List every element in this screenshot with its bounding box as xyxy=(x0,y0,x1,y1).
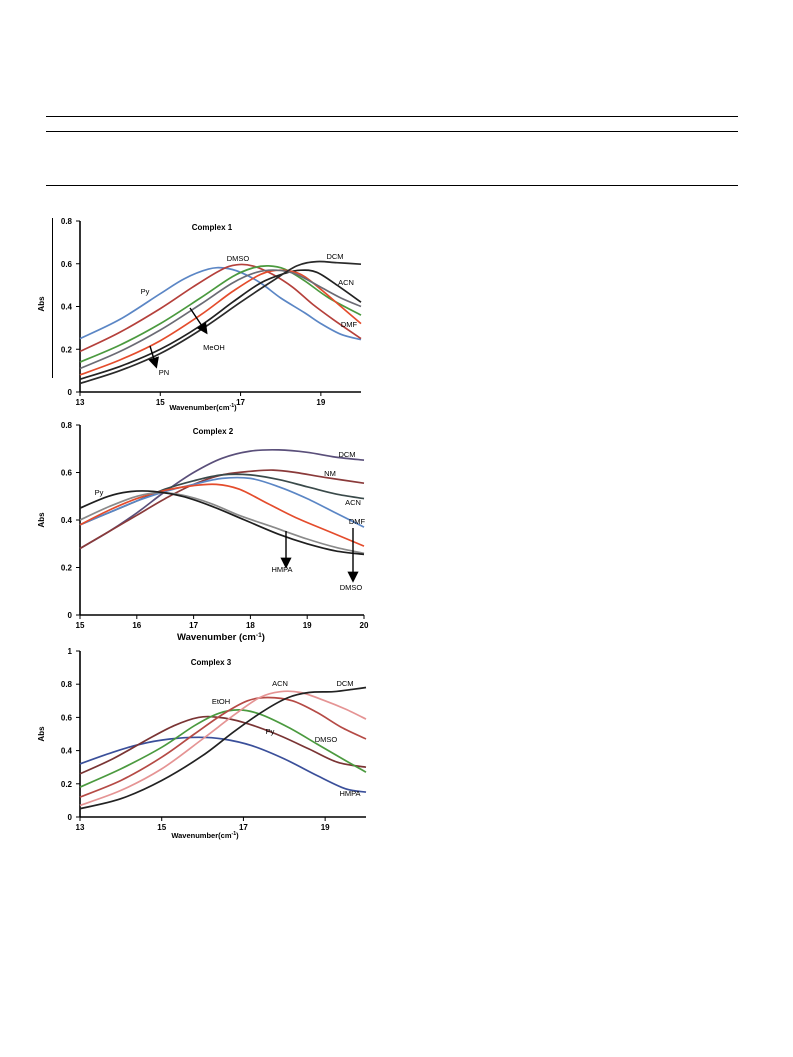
x-tick-label: 20 xyxy=(360,621,369,630)
annotation-acn: ACN xyxy=(345,498,361,507)
y-tick-label: 0.2 xyxy=(61,564,73,573)
x-tick-label: 15 xyxy=(156,398,165,407)
annotation-py: Py xyxy=(95,488,104,497)
y-tick-label: 0 xyxy=(68,813,73,822)
annotation-py: Py xyxy=(141,287,150,296)
annotation-pn: PN xyxy=(159,368,169,377)
annotation-hmpa: HMPA xyxy=(339,789,360,798)
y-axis-label: Abs xyxy=(37,296,46,312)
annotation-nm: NM xyxy=(324,469,336,478)
y-tick-label: 0.8 xyxy=(61,421,73,430)
annotation-dmso: DMSO xyxy=(227,254,250,263)
annotation-hmpa: HMPA xyxy=(271,565,292,574)
x-axis-label: Wavenumber (cm-1) xyxy=(177,632,265,643)
x-tick-label: 19 xyxy=(316,398,325,407)
chart-title: Complex 2 xyxy=(193,427,234,436)
x-tick-label: 19 xyxy=(303,621,312,630)
annotation-dmso: DMSO xyxy=(315,735,338,744)
x-tick-label: 15 xyxy=(157,823,166,832)
x-tick-label: 19 xyxy=(321,823,330,832)
chart-title: Complex 1 xyxy=(192,223,233,232)
y-axis-label: Abs xyxy=(37,512,46,528)
annotation-dmf: DMF xyxy=(349,517,366,526)
x-tick-label: 15 xyxy=(76,621,85,630)
annotation-dmso: DMSO xyxy=(340,583,363,592)
x-tick-label: 16 xyxy=(132,621,141,630)
y-tick-label: 0.6 xyxy=(61,713,73,722)
x-axis-label: Wavenumber(cm-1) xyxy=(169,403,237,412)
x-tick-label: 17 xyxy=(189,621,198,630)
y-tick-label: 0.2 xyxy=(61,780,73,789)
annotation-acn: ACN xyxy=(338,278,354,287)
series-line-py xyxy=(80,717,366,774)
x-tick-label: 17 xyxy=(239,823,248,832)
y-tick-label: 0.4 xyxy=(61,516,73,525)
y-tick-label: 0.4 xyxy=(61,303,73,312)
annotation-dcm: DCM xyxy=(338,450,355,459)
y-tick-label: 0 xyxy=(68,611,73,620)
x-tick-label: 13 xyxy=(76,398,85,407)
series-line-hmpa xyxy=(80,737,366,792)
y-tick-label: 0 xyxy=(68,388,73,397)
y-tick-label: 0.8 xyxy=(61,680,73,689)
y-tick-label: 0.8 xyxy=(61,217,73,226)
y-axis-label: Abs xyxy=(37,726,46,742)
annotation-acn: ACN xyxy=(272,679,288,688)
y-tick-label: 1 xyxy=(68,647,73,656)
y-tick-label: 0.4 xyxy=(61,747,73,756)
annotation-dcm: DCM xyxy=(326,252,343,261)
x-tick-label: 18 xyxy=(246,621,255,630)
y-tick-label: 0.2 xyxy=(61,345,73,354)
series-line-py xyxy=(80,268,361,340)
annotation-py: Py xyxy=(266,727,275,736)
series-line-dcm xyxy=(80,450,364,549)
series-line-nm xyxy=(80,470,364,548)
y-tick-label: 0.6 xyxy=(61,469,73,478)
series-line-acn xyxy=(80,474,364,525)
annotation-dcm: DCM xyxy=(336,679,353,688)
annotation-etoh: EtOH xyxy=(212,697,230,706)
annotation-meoh: MeOH xyxy=(203,343,225,352)
y-tick-label: 0.6 xyxy=(61,260,73,269)
x-axis-label: Wavenumber(cm-1) xyxy=(171,831,239,840)
series-line-dmso xyxy=(80,264,361,351)
annotation-dmf: DMF xyxy=(341,320,358,329)
chart-title: Complex 3 xyxy=(191,658,232,667)
x-tick-label: 13 xyxy=(76,823,85,832)
x-tick-label: 17 xyxy=(236,398,245,407)
